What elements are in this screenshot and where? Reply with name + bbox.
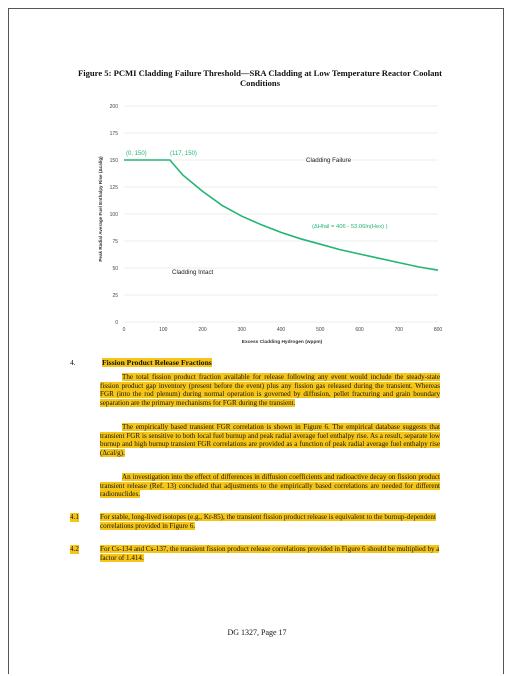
- x-tick-label: 800: [434, 327, 443, 333]
- paragraph-1: The total fission product fraction avail…: [100, 373, 440, 407]
- page-frame: [8, 8, 504, 674]
- paragraph-3: An investigation into the effect of diff…: [100, 473, 440, 499]
- y-tick-label: 75: [112, 239, 118, 245]
- section-title: Fission Product Release Fractions: [102, 358, 212, 367]
- chart-ticks: 0 25 50 75 100 125 150 175 200 0 100 200 300 400 500 60…: [110, 104, 443, 333]
- failure-threshold-line: [124, 159, 439, 271]
- x-tick-label: 600: [355, 327, 364, 333]
- x-tick-label: 200: [198, 327, 207, 333]
- annotation-point2: (117, 150): [170, 151, 197, 157]
- figure-title: Figure 5: PCMI Cladding Failure Threshol…: [77, 68, 443, 88]
- item-text: For stable, long-lived isotopes (e.g., K…: [100, 513, 436, 530]
- paragraph-2: The empirically based transient FGR corr…: [100, 423, 440, 457]
- y-tick-label: 125: [110, 185, 119, 191]
- x-tick-label: 700: [395, 327, 404, 333]
- region-intact-label: Cladding Intact: [172, 269, 214, 276]
- x-tick-label: 300: [238, 327, 247, 333]
- paragraph-1-text: The total fission product fraction avail…: [100, 373, 440, 407]
- section-number: 4.: [70, 358, 76, 367]
- x-tick-label: 400: [277, 327, 286, 333]
- y-tick-label: 175: [110, 131, 119, 137]
- chart-grid: [124, 105, 438, 323]
- paragraph-2-text: The empirically based transient FGR corr…: [100, 423, 440, 457]
- region-failure-label: Cladding Failure: [306, 157, 352, 164]
- list-item-4-1: 4.1 For stable, long-lived isotopes (e.g…: [70, 513, 440, 530]
- y-tick-label: 0: [115, 320, 118, 326]
- y-tick-label: 100: [110, 212, 119, 218]
- y-tick-label: 150: [110, 158, 119, 164]
- y-axis-label: Peak Radial Average Fuel Enthalpy Rise (…: [98, 156, 103, 262]
- annotation-equation: (ΔHfail = 406 - 53.06ln(Hex) ): [312, 224, 388, 230]
- item-number: 4.1: [70, 513, 79, 522]
- y-tick-label: 25: [112, 293, 118, 299]
- item-number: 4.2: [70, 545, 79, 554]
- pcmi-chart: 0 25 50 75 100 125 150 175 200 0 100 200 300 400 500 60…: [98, 104, 443, 345]
- paragraph-3-text: An investigation into the effect of diff…: [100, 473, 440, 499]
- x-tick-label: 0: [123, 327, 126, 333]
- y-tick-label: 200: [110, 104, 119, 110]
- annotation-point1: (0, 150): [126, 151, 147, 157]
- item-text: For Cs-134 and Cs-137, the transient fis…: [100, 545, 440, 562]
- x-tick-label: 500: [316, 327, 325, 333]
- y-tick-label: 50: [112, 266, 118, 272]
- x-tick-label: 100: [159, 327, 168, 333]
- list-item-4-2: 4.2 For Cs-134 and Cs-137, the transient…: [70, 545, 440, 562]
- page-footer: DG 1327, Page 17: [227, 628, 287, 637]
- x-axis-label: Excess Cladding Hydrogen (wppm): [242, 339, 323, 345]
